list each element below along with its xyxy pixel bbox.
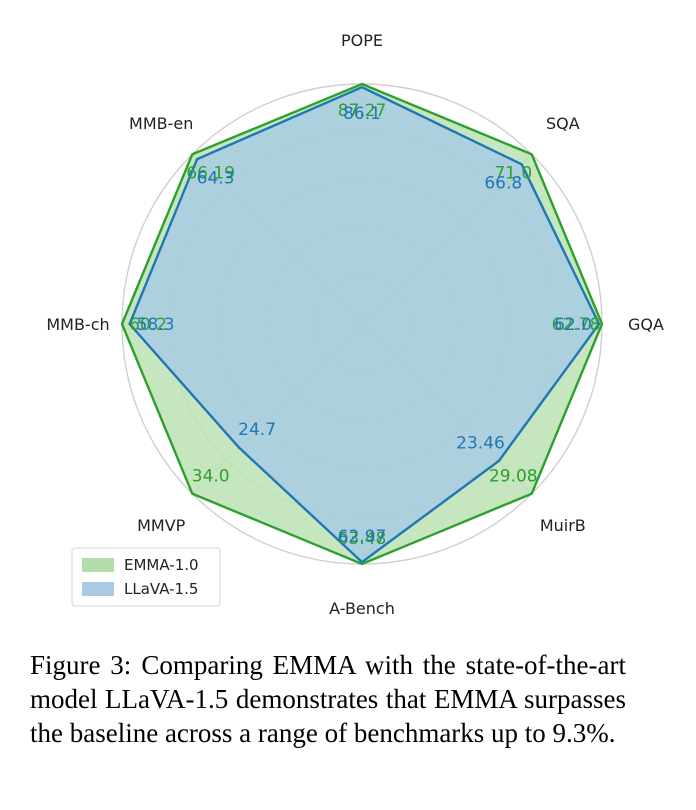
- legend-swatch-llava-1-5: [82, 582, 114, 596]
- figure-caption: Figure 3: Comparing EMMA with the state-o…: [30, 648, 626, 750]
- data-label-llava-1-5-muirb: 23.46: [456, 434, 505, 454]
- data-label-llava-1-5-mmb-en: 64.3: [197, 169, 235, 189]
- data-label-emma-1-0-mmvp: 34.0: [192, 466, 230, 486]
- data-label-llava-1-5-a-bench: 62.97: [338, 527, 387, 547]
- data-label-emma-1-0-pope: 87.27: [338, 101, 387, 121]
- axis-label-muirb: MuirB: [540, 516, 586, 535]
- caption-text: Comparing EMMA with the state-of-the-art…: [30, 650, 626, 748]
- data-label-llava-1-5-sqa: 66.8: [484, 174, 522, 194]
- figure-number: Figure 3:: [30, 650, 132, 680]
- data-label-emma-1-0-a-bench: 63.48: [338, 529, 387, 549]
- axis-label-mmvp: MMVP: [137, 516, 186, 535]
- data-label-llava-1-5-mmvp: 24.7: [238, 420, 276, 440]
- data-label-emma-1-0-mmb-ch: 60.2: [129, 315, 167, 335]
- axis-label-a-bench: A-Bench: [329, 599, 395, 618]
- radar-chart: 87.27 71.0 62.78 29.08 63.48 34.0 60.2 66.19 86.…: [46, 31, 664, 618]
- series-line-llava-1-5: [128, 85, 601, 564]
- data-label-emma-1-0-muirb: 29.08: [489, 466, 538, 486]
- data-label-emma-1-0-sqa: 71.0: [494, 164, 532, 184]
- axis-label-pope: POPE: [341, 31, 383, 50]
- legend-swatch-emma-1-0: [82, 558, 114, 572]
- data-label-llava-1-5-mmb-ch: 58.3: [137, 315, 175, 335]
- series-area-llava-1-5: [129, 87, 599, 563]
- radar-chart-svg: 87.27 71.0 62.78 29.08 63.48 34.0 60.2 66.19 86.…: [46, 31, 664, 618]
- axis-label-mmb-ch: MMB-ch: [46, 315, 109, 334]
- legend-label-emma-1-0: EMMA-1.0: [124, 556, 199, 574]
- axis-label-sqa: SQA: [546, 114, 580, 133]
- data-label-llava-1-5-gqa: 62.0: [554, 315, 592, 335]
- data-label-emma-1-0-mmb-en: 66.19: [186, 164, 235, 184]
- data-label-emma-1-0-gqa: 62.78: [552, 315, 601, 335]
- axis-label-gqa: GQA: [628, 315, 664, 334]
- legend-label-llava-1-5: LLaVA-1.5: [124, 580, 198, 598]
- axis-label-mmb-en: MMB-en: [129, 114, 193, 133]
- data-label-llava-1-5-pope: 86.1: [343, 104, 381, 124]
- series-line-emma-1-0: [120, 82, 604, 566]
